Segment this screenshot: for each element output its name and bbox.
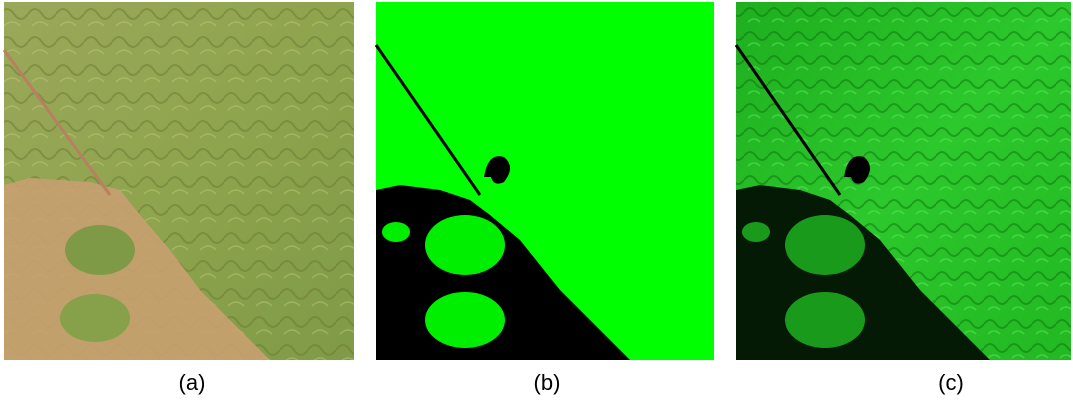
panel-label: (b) (534, 370, 561, 395)
panel-label: (c) (938, 370, 964, 395)
panel-c-image (736, 2, 1071, 360)
page: (a) (b) (c) (() => { const data = JSON.p… (0, 0, 1073, 404)
figure: (a) (b) (c) (0, 0, 1073, 404)
panel-label: (a) (179, 370, 206, 395)
panel-b-image (376, 2, 714, 360)
panel-a-image (4, 2, 354, 360)
